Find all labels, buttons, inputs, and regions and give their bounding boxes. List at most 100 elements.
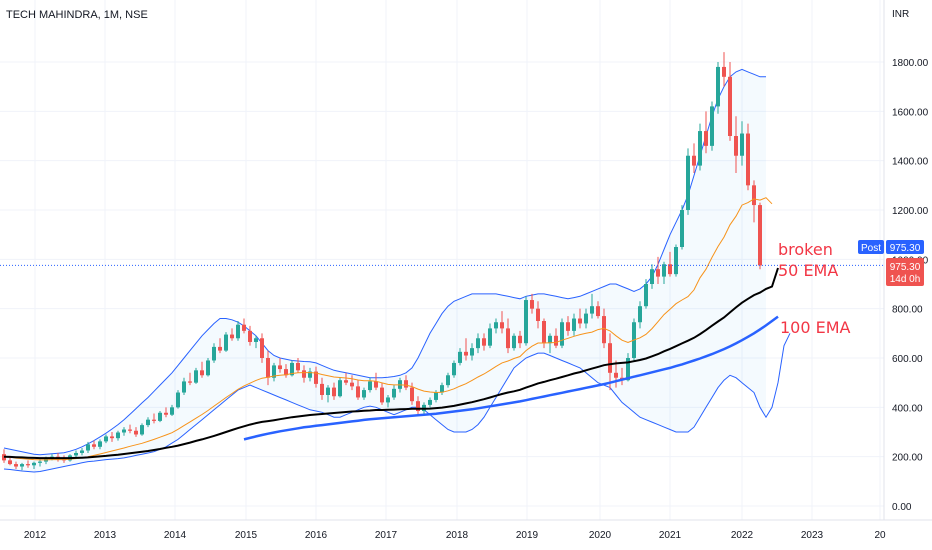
y-tick-label: 600.00 [892,354,923,365]
candle-body [92,444,96,447]
candle-body [242,324,246,331]
x-tick-label: 2018 [446,530,469,541]
candle-body [272,365,276,378]
last-price-value: 975.30 [890,262,921,273]
candle-body [278,365,282,370]
last-price-badge: 975.30 14d 0h [886,258,924,286]
candle-body [128,429,132,431]
candle-body [644,284,648,307]
candle-body [668,264,672,275]
candle-body [524,300,528,344]
candle-body [548,335,552,344]
candle-body [428,399,432,405]
candle-body [284,369,288,376]
candle-body [326,387,330,395]
bar-countdown: 14d 0h [890,274,921,285]
candle-body [500,322,504,329]
candle-body [578,318,582,324]
candle-body [20,464,24,467]
annotation-50-ema: 50 EMA [778,261,838,280]
candle-body [290,362,294,376]
candle-body [200,370,204,376]
x-tick-label: 2013 [94,530,117,541]
candle-body [344,380,348,383]
y-tick-label: 200.00 [892,453,923,464]
candle-body [752,185,756,206]
x-tick-label: 2020 [589,530,612,541]
candle-body [446,375,450,386]
candle-body [224,334,228,351]
candle-body [248,330,252,342]
candle-body [416,401,420,412]
ema-20-line [3,197,773,461]
candle-body [536,308,540,321]
candle-body [32,462,36,466]
candle-body [116,432,120,439]
time-scale[interactable]: 2012 2013 2014 2015 2016 2017 2018 2019 2020 2021… [24,530,886,541]
candle-body [722,66,726,77]
candle-body [368,381,372,391]
candle-body [710,106,714,146]
candle-body [656,269,660,277]
candle-body [404,380,408,388]
symbol-title[interactable]: TECH MAHINDRA, 1M, NSE [6,9,148,21]
candle-body [218,346,222,351]
candle-body [458,351,462,363]
candle-body [716,66,720,107]
candle-body [74,452,78,456]
candle-body [470,348,474,356]
post-price-bg [886,240,924,254]
candle-body [14,464,18,467]
candle-body [350,382,354,387]
candle-body [362,390,366,398]
candle-body [104,436,108,442]
candle-body [746,133,750,186]
candle-body [110,436,114,439]
candle-body [464,351,468,356]
y-tick-label: 0.00 [892,502,912,513]
candle-body [338,380,342,397]
candle-body [134,430,138,435]
y-tick-label: 400.00 [892,403,923,414]
candle-body [206,360,210,376]
candle-body [146,419,150,426]
candle-body [542,321,546,344]
post-label-bg [858,240,884,254]
candle-body [698,131,702,166]
candle-body [176,392,180,408]
candle-body [266,358,270,378]
candle-body [26,464,30,466]
y-tick-label: 1600.00 [892,107,929,118]
bollinger-upper [3,68,766,456]
x-tick-label: 2021 [659,530,682,541]
y-tick-label: 1400.00 [892,157,929,168]
candle-body [626,358,630,381]
x-tick-label: 2015 [235,530,258,541]
candle-body [122,429,126,433]
candle-body [692,155,696,166]
candle-body [566,322,570,331]
x-tick-label: 2023 [801,530,824,541]
candle-body [356,386,360,398]
candle-body [440,385,444,393]
candle-body [320,383,324,395]
y-tick-label: 800.00 [892,305,923,316]
candle-body [254,338,258,342]
candle-body [38,461,42,463]
candle-body [434,392,438,400]
grid-lines [0,0,884,520]
candle-body [572,318,576,331]
candle-body [596,306,600,317]
y-tick-label: 1800.00 [892,58,929,69]
annotation-100-ema: 100 EMA [780,318,851,337]
candle-body [236,324,240,339]
candle-body [410,387,414,402]
candle-body [530,300,534,309]
candle-body [638,306,642,323]
candle-body [494,322,498,329]
candle-body [194,370,198,383]
candle-body [590,306,594,314]
x-tick-label: 20 [874,530,886,541]
candle-body [602,316,606,344]
